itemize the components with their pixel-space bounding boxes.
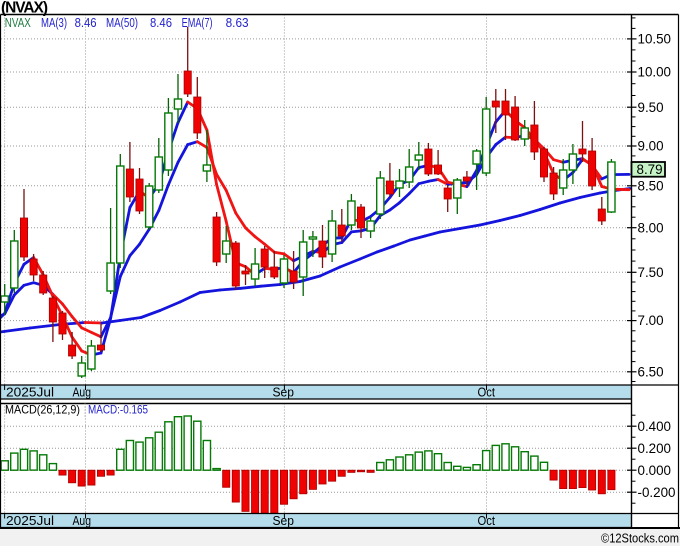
svg-text:MA(3): MA(3) (41, 15, 67, 30)
svg-text:8.63: 8.63 (226, 15, 249, 30)
svg-text:Oct: Oct (478, 385, 496, 400)
svg-text:Aug: Aug (73, 513, 92, 528)
svg-text:7.00: 7.00 (638, 313, 664, 328)
svg-text:8.46: 8.46 (75, 15, 97, 30)
svg-text:8.00: 8.00 (638, 220, 664, 235)
svg-text:-0.200: -0.200 (638, 485, 676, 500)
svg-text:9.50: 9.50 (638, 100, 664, 115)
svg-text:2025Jul: 2025Jul (6, 513, 54, 528)
svg-text:Sep: Sep (273, 513, 295, 528)
svg-text:©12Stocks.com: ©12Stocks.com (601, 532, 679, 546)
svg-text:MACD:-0.165: MACD:-0.165 (88, 403, 148, 417)
svg-text:Oct: Oct (478, 513, 496, 528)
svg-text:0.000: 0.000 (638, 463, 672, 478)
svg-text:0.400: 0.400 (638, 419, 672, 434)
svg-text:NVAX: NVAX (5, 15, 31, 30)
svg-text:7.50: 7.50 (638, 265, 664, 280)
svg-text:9.00: 9.00 (638, 139, 664, 154)
svg-text:8.50: 8.50 (638, 178, 664, 193)
svg-text:8.46: 8.46 (150, 15, 172, 30)
svg-text:10.00: 10.00 (638, 65, 672, 80)
svg-text:10.50: 10.50 (638, 32, 672, 47)
svg-text:Aug: Aug (73, 385, 92, 400)
svg-text:0.200: 0.200 (638, 441, 672, 456)
svg-text:MA(50): MA(50) (106, 15, 138, 30)
svg-text:EMA(7): EMA(7) (182, 15, 213, 30)
svg-text:MACD(26,12,9): MACD(26,12,9) (5, 403, 80, 417)
svg-text:8.79: 8.79 (637, 162, 663, 177)
svg-text:(NVAX): (NVAX) (1, 0, 48, 17)
svg-text:2025Jul: 2025Jul (6, 385, 54, 400)
svg-text:Sep: Sep (273, 385, 295, 400)
svg-text:6.50: 6.50 (638, 364, 664, 379)
